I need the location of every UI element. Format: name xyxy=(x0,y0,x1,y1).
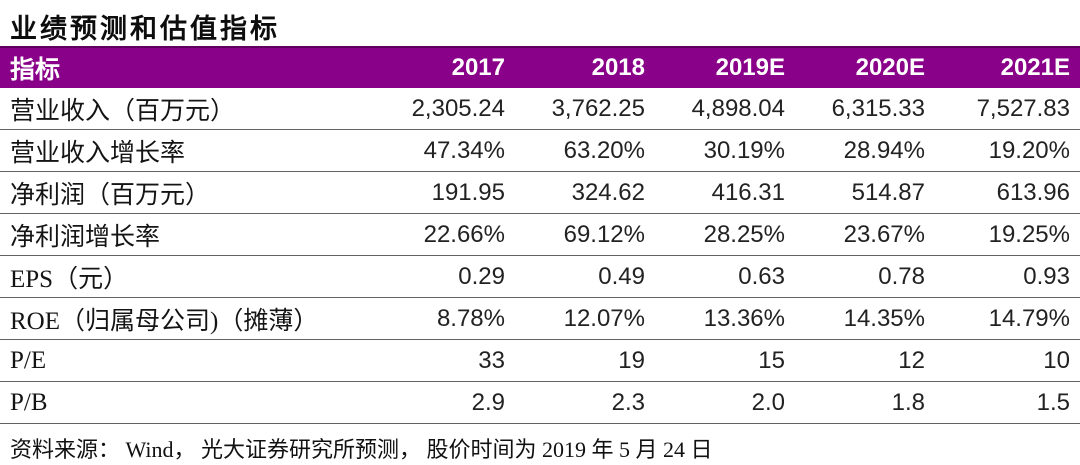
table-row-revenue: 营业收入（百万元） 2,305.24 3,762.25 4,898.04 6,3… xyxy=(0,88,1080,130)
table-cell: 12.07% xyxy=(563,304,645,332)
table-cell: 1.5 xyxy=(1036,388,1070,416)
table-cell: 28.94% xyxy=(843,136,925,164)
header-cell-2021e: 2021E xyxy=(1000,54,1070,81)
header-cell-2019e: 2019E xyxy=(715,54,785,81)
row-label: P/B xyxy=(10,388,48,416)
table-cell: 69.12% xyxy=(563,220,645,248)
row-label: 净利润增长率 xyxy=(10,223,161,251)
table-cell: 4,898.04 xyxy=(691,94,785,122)
header-cell-2017: 2017 xyxy=(451,54,505,81)
table-cell: 0.63 xyxy=(738,262,785,290)
forecast-valuation-table: 指标 2017 2018 2019E 2020E 2021E 营业收入（百万元）… xyxy=(0,46,1080,424)
table-row-net-profit-growth: 净利润增长率 22.66% 69.12% 28.25% 23.67% 19.25… xyxy=(0,214,1080,256)
table-cell: 2.0 xyxy=(751,388,785,416)
table-cell: 191.95 xyxy=(431,178,505,206)
page-title: 业绩预测和估值指标 xyxy=(10,14,280,44)
table-row-pe: P/E 33 19 15 12 10 xyxy=(0,340,1080,382)
row-label: 营业收入（百万元） xyxy=(10,97,236,125)
table-cell: 63.20% xyxy=(563,136,645,164)
table-cell: 514.87 xyxy=(851,178,925,206)
table-cell: 324.62 xyxy=(571,178,645,206)
header-cell-2018: 2018 xyxy=(591,54,645,81)
table-cell: 33 xyxy=(478,346,505,374)
table-cell: 0.49 xyxy=(598,262,645,290)
row-label: 净利润（百万元） xyxy=(10,181,211,209)
table-cell: 14.35% xyxy=(843,304,925,332)
row-label: EPS（元） xyxy=(10,265,129,293)
source-footnote: 资料来源： Wind， 光大证券研究所预测， 股价时间为 2019 年 5 月 … xyxy=(10,437,713,462)
table-row-roe: ROE（归属母公司)（摊薄） 8.78% 12.07% 13.36% 14.35… xyxy=(0,298,1080,340)
row-label: P/E xyxy=(10,346,47,374)
table-cell: 12 xyxy=(898,346,925,374)
table-cell: 6,315.33 xyxy=(831,94,925,122)
table-cell: 19.20% xyxy=(988,136,1070,164)
table-cell: 1.8 xyxy=(891,388,925,416)
table-cell: 0.93 xyxy=(1023,262,1070,290)
table-body: 营业收入（百万元） 2,305.24 3,762.25 4,898.04 6,3… xyxy=(0,88,1080,424)
table-cell: 3,762.25 xyxy=(551,94,645,122)
table-cell: 2,305.24 xyxy=(411,94,505,122)
header-cell-indicator: 指标 xyxy=(10,56,61,84)
table-cell: 0.29 xyxy=(458,262,505,290)
table-cell: 22.66% xyxy=(423,220,505,248)
table-cell: 2.9 xyxy=(471,388,505,416)
table-cell: 8.78% xyxy=(436,304,505,332)
row-label: 营业收入增长率 xyxy=(10,139,186,167)
table-cell: 19.25% xyxy=(988,220,1070,248)
table-row-eps: EPS（元） 0.29 0.49 0.63 0.78 0.93 xyxy=(0,256,1080,298)
table-cell: 10 xyxy=(1043,346,1070,374)
table-header-row: 指标 2017 2018 2019E 2020E 2021E xyxy=(0,46,1080,88)
table-cell: 15 xyxy=(758,346,785,374)
table-row-revenue-growth: 营业收入增长率 47.34% 63.20% 30.19% 28.94% 19.2… xyxy=(0,130,1080,172)
table-cell: 613.96 xyxy=(996,178,1070,206)
table-cell: 0.78 xyxy=(878,262,925,290)
table-cell: 14.79% xyxy=(988,304,1070,332)
table-cell: 7,527.83 xyxy=(976,94,1070,122)
row-label: ROE（归属母公司)（摊薄） xyxy=(10,307,319,335)
table-row-net-profit: 净利润（百万元） 191.95 324.62 416.31 514.87 613… xyxy=(0,172,1080,214)
table-cell: 28.25% xyxy=(703,220,785,248)
table-cell: 23.67% xyxy=(843,220,925,248)
table-cell: 30.19% xyxy=(703,136,785,164)
table-row-pb: P/B 2.9 2.3 2.0 1.8 1.5 xyxy=(0,382,1080,424)
table-cell: 2.3 xyxy=(611,388,645,416)
table-cell: 47.34% xyxy=(423,136,505,164)
header-cell-2020e: 2020E xyxy=(855,54,925,81)
table-cell: 19 xyxy=(618,346,645,374)
table-cell: 13.36% xyxy=(703,304,785,332)
table-cell: 416.31 xyxy=(711,178,785,206)
